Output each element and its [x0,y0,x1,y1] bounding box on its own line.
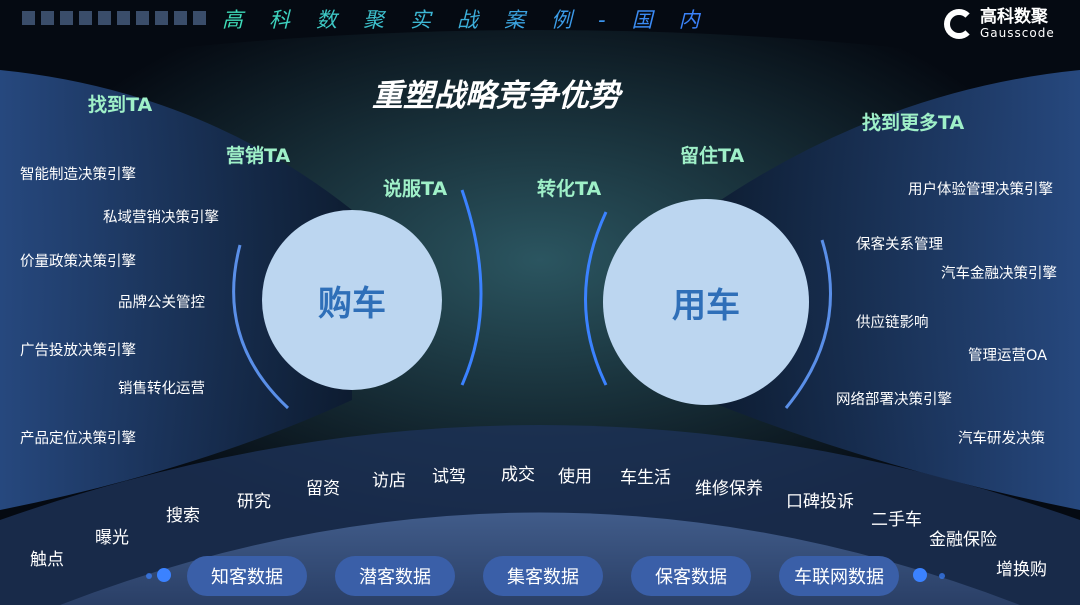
stage-label: 研究 [237,492,271,512]
engine-item: 私域营销决策引擎 [103,210,219,226]
stage-label: 触点 [30,550,64,570]
buy-car-circle: 购车 [262,210,442,390]
ta-label: 找到更多TA [862,112,965,134]
use-car-circle: 用车 [603,199,809,405]
data-pill: 集客数据 [483,556,603,596]
engine-item: 价量政策决策引擎 [20,254,136,270]
engine-item: 产品定位决策引擎 [20,431,136,447]
engine-item: 保客关系管理 [856,237,943,253]
engine-item: 品牌公关管控 [118,295,205,311]
data-pill: 知客数据 [187,556,307,596]
stage-label: 成交 [501,465,535,485]
data-pill: 保客数据 [631,556,751,596]
stage-label: 留资 [306,479,340,499]
header-decoration [22,11,206,25]
stage-label: 搜索 [166,506,200,526]
engine-item: 管理运营OA [968,348,1048,364]
engine-item: 汽车金融决策引擎 [941,266,1057,282]
dot-icon [913,568,927,582]
data-pill: 潜客数据 [335,556,455,596]
stage-label: 二手车 [871,510,922,530]
main-title: 重塑战略竞争优势 [372,78,620,114]
logo-icon [944,9,974,39]
ta-label: 营销TA [226,145,291,167]
data-pill: 车联网数据 [779,556,899,596]
arc-arrow-left [232,244,290,410]
stage-label: 增换购 [996,560,1047,580]
header-title: 高科数聚实战案例-国内 [222,4,726,34]
stage-label: 试驾 [432,467,466,487]
dot-icon [939,573,945,579]
engine-item: 汽车研发决策 [958,431,1045,447]
engine-item: 销售转化运营 [118,381,205,397]
ta-label: 找到TA [88,94,153,116]
ta-label: 转化TA [537,178,602,200]
stage-label: 口碑投诉 [786,492,854,512]
dot-icon [157,568,171,582]
logo-cn: 高科数聚 [980,7,1048,27]
stage-label: 使用 [558,467,592,487]
stage-label: 金融保险 [929,530,997,550]
stage-label: 曝光 [95,528,129,548]
engine-item: 供应链影响 [856,315,929,331]
ta-label: 留住TA [680,145,745,167]
stage-label: 访店 [372,471,406,491]
stage-label: 维修保养 [695,479,763,499]
engine-item: 用户体验管理决策引擎 [908,182,1053,198]
stage-label: 车生活 [620,468,671,488]
engine-item: 智能制造决策引擎 [20,167,136,183]
ta-label: 说服TA [383,178,448,200]
dot-icon [146,573,152,579]
engine-item: 广告投放决策引擎 [20,343,136,359]
engine-item: 网络部署决策引擎 [836,392,952,408]
logo-en: Gausscode [980,26,1055,40]
logo: 高科数聚 Gausscode [944,8,1055,40]
